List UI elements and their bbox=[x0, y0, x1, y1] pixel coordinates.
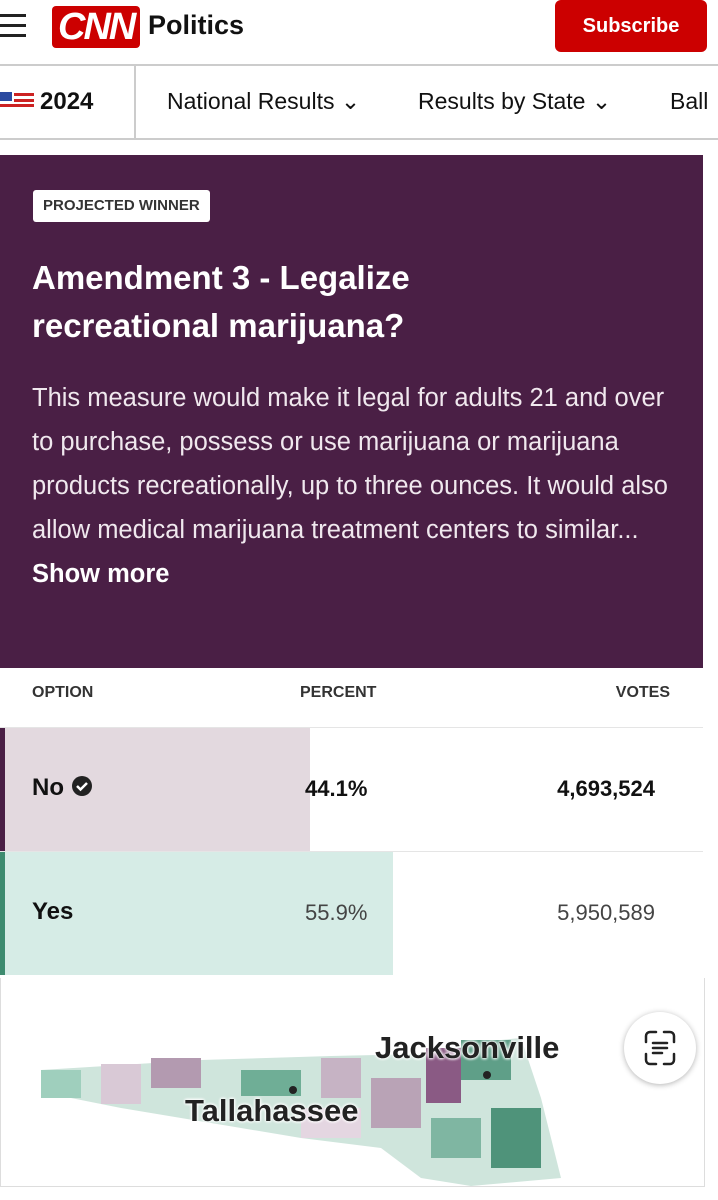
nav-link-text: Results by State bbox=[418, 88, 586, 114]
measure-card bbox=[0, 155, 703, 668]
votes-label: 4,693,524 bbox=[557, 776, 655, 801]
map-label: Jacksonville bbox=[375, 1030, 560, 1065]
nav-bar bbox=[0, 66, 718, 140]
option-text: No bbox=[32, 774, 64, 801]
nav-link-text: National Results bbox=[167, 88, 335, 114]
top-bar bbox=[0, 0, 718, 66]
show-more[interactable]: Show more bbox=[32, 560, 170, 588]
chevron: ⌄ bbox=[585, 88, 612, 114]
flag-icon bbox=[0, 92, 34, 107]
measure-title: Amendment 3 - Legalize recreational mari… bbox=[32, 259, 410, 344]
map-label: Tallahassee bbox=[185, 1093, 359, 1128]
column-header: VOTES bbox=[615, 684, 670, 701]
scan-icon bbox=[644, 1030, 676, 1066]
percent-label: 55.9% bbox=[305, 900, 368, 925]
nav-link[interactable]: National Results ⌄ bbox=[167, 88, 360, 115]
column-header: OPTION bbox=[32, 684, 94, 701]
description-text: This measure would make it legal for adu… bbox=[32, 384, 668, 544]
option-label: No bbox=[32, 774, 93, 802]
logo[interactable]: CNN bbox=[52, 6, 141, 48]
chevron: ⌄ bbox=[334, 88, 361, 114]
scan-button[interactable] bbox=[624, 1012, 696, 1084]
menu-button[interactable] bbox=[0, 14, 26, 44]
county-map bbox=[41, 1038, 561, 1186]
result-row: Yes 55.9% 5,950,589 bbox=[0, 851, 703, 975]
map-panel bbox=[0, 978, 705, 1187]
section-title[interactable]: Politics bbox=[148, 10, 245, 40]
year-selector[interactable]: 2024 bbox=[40, 88, 94, 115]
row-stripe bbox=[0, 852, 5, 975]
percent-label: 44.1% bbox=[305, 776, 368, 801]
result-row: No 44.1% 4,693,524 bbox=[0, 727, 703, 851]
subscribe-button[interactable]: Subscribe bbox=[555, 0, 707, 52]
nav-link[interactable]: Results by State ⌄ bbox=[418, 88, 611, 115]
measure-description: This measure would make it legal for adu… bbox=[32, 376, 682, 596]
winner-check bbox=[71, 776, 92, 796]
badge: PROJECTED WINNER bbox=[33, 190, 210, 222]
divider bbox=[134, 66, 136, 138]
percent-bar bbox=[0, 852, 393, 975]
votes-label: 5,950,589 bbox=[557, 900, 655, 925]
percent-bar bbox=[0, 728, 311, 851]
row-stripe bbox=[0, 728, 5, 851]
option-label: Yes bbox=[32, 898, 74, 925]
column-header: PERCENT bbox=[300, 684, 377, 701]
nav-link[interactable]: Ball bbox=[670, 88, 709, 114]
